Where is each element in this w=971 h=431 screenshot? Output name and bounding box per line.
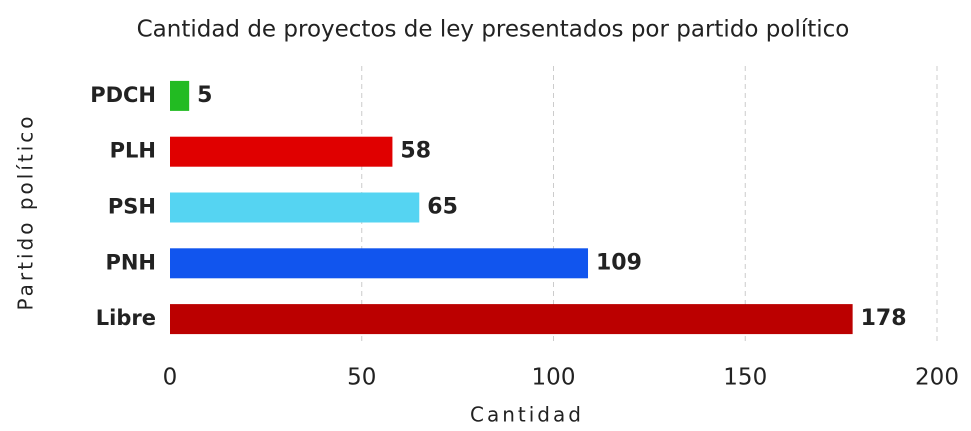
bar <box>170 192 420 223</box>
y-tick-label: Libre <box>96 306 156 330</box>
x-tick-label: 200 <box>915 365 959 391</box>
x-tick-label: 0 <box>163 365 178 391</box>
value-label: 178 <box>861 306 907 331</box>
bar <box>170 136 393 167</box>
chart-title: Cantidad de proyectos de ley presentados… <box>137 17 850 43</box>
bar <box>170 304 853 335</box>
value-label: 5 <box>197 83 212 108</box>
y-tick-label: PLH <box>110 139 156 163</box>
value-label: 65 <box>427 195 458 220</box>
x-tick-label: 100 <box>532 365 576 391</box>
bar <box>170 248 589 279</box>
value-label: 58 <box>400 139 431 164</box>
x-tick-label: 150 <box>723 365 767 391</box>
y-tick-label: PDCH <box>90 83 156 107</box>
y-axis-label: Partido político <box>14 113 38 310</box>
bar <box>170 80 190 111</box>
x-tick-label: 50 <box>347 365 376 391</box>
y-tick-label: PNH <box>105 250 156 274</box>
y-tick-label: PSH <box>108 195 156 219</box>
x-axis-label: Cantidad <box>470 403 584 427</box>
value-label: 109 <box>596 250 642 275</box>
